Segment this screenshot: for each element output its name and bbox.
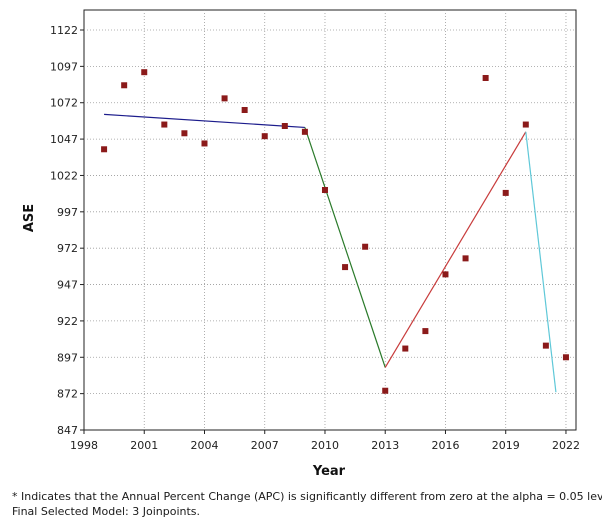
data-point bbox=[301, 128, 308, 135]
data-point bbox=[362, 243, 369, 250]
data-point bbox=[422, 328, 429, 335]
footnote: * Indicates that the Annual Percent Chan… bbox=[12, 490, 602, 503]
data-point bbox=[442, 271, 449, 278]
y-tick-label: 947 bbox=[57, 279, 78, 292]
data-point bbox=[321, 187, 328, 193]
data-point bbox=[562, 354, 569, 361]
trend-segment bbox=[525, 131, 557, 393]
data-point bbox=[121, 82, 128, 89]
data-point bbox=[281, 123, 288, 129]
data-point bbox=[382, 387, 389, 394]
y-tick-label: 972 bbox=[57, 242, 78, 255]
x-tick-label: 1998 bbox=[70, 439, 98, 452]
x-tick-label: 2019 bbox=[492, 439, 520, 452]
y-tick-label: 1072 bbox=[50, 97, 78, 110]
grid-layer bbox=[84, 10, 576, 430]
axis-layer: 847 872 897 922 947 972 997 1022 1047 1072 1097 112… bbox=[50, 24, 580, 452]
x-tick-label: 2001 bbox=[130, 439, 158, 452]
data-point bbox=[221, 95, 228, 102]
trend-segments bbox=[104, 113, 557, 393]
x-tick-label: 2016 bbox=[431, 439, 459, 452]
x-tick-label: 2004 bbox=[190, 439, 218, 452]
y-tick-label: 997 bbox=[57, 206, 78, 219]
data-point bbox=[402, 345, 409, 352]
x-tick-label: 2007 bbox=[251, 439, 279, 452]
trend-segment bbox=[384, 131, 527, 368]
data-point bbox=[261, 133, 268, 140]
observed-points bbox=[101, 69, 569, 394]
data-point bbox=[201, 140, 208, 147]
data-point bbox=[522, 121, 529, 128]
x-tick-label: 2022 bbox=[552, 439, 580, 452]
trend-segment bbox=[304, 127, 386, 368]
y-tick-label: 1047 bbox=[50, 133, 78, 146]
data-point bbox=[342, 264, 349, 271]
data-point bbox=[502, 189, 509, 196]
y-tick-label: 897 bbox=[57, 351, 78, 364]
y-tick-label: 847 bbox=[57, 424, 78, 437]
x-tick-label: 2013 bbox=[371, 439, 399, 452]
data-point bbox=[241, 107, 248, 113]
y-axis-label: ASE bbox=[22, 204, 37, 232]
data-point bbox=[542, 342, 549, 349]
x-axis-label: Year bbox=[312, 464, 346, 479]
y-tick-label: 1097 bbox=[50, 60, 78, 73]
data-point bbox=[482, 75, 489, 81]
y-tick-label: 1122 bbox=[50, 24, 78, 37]
data-point bbox=[101, 146, 108, 153]
y-tick-label: 922 bbox=[57, 315, 78, 328]
data-point bbox=[181, 130, 188, 137]
plot-frame bbox=[83, 9, 577, 431]
data-point bbox=[462, 255, 469, 262]
y-tick-label: 1022 bbox=[50, 169, 78, 182]
x-tick-label: 2010 bbox=[311, 439, 339, 452]
data-point bbox=[141, 69, 148, 76]
trend-segment bbox=[104, 113, 305, 129]
y-tick-label: 872 bbox=[57, 388, 78, 401]
data-point bbox=[161, 121, 168, 128]
